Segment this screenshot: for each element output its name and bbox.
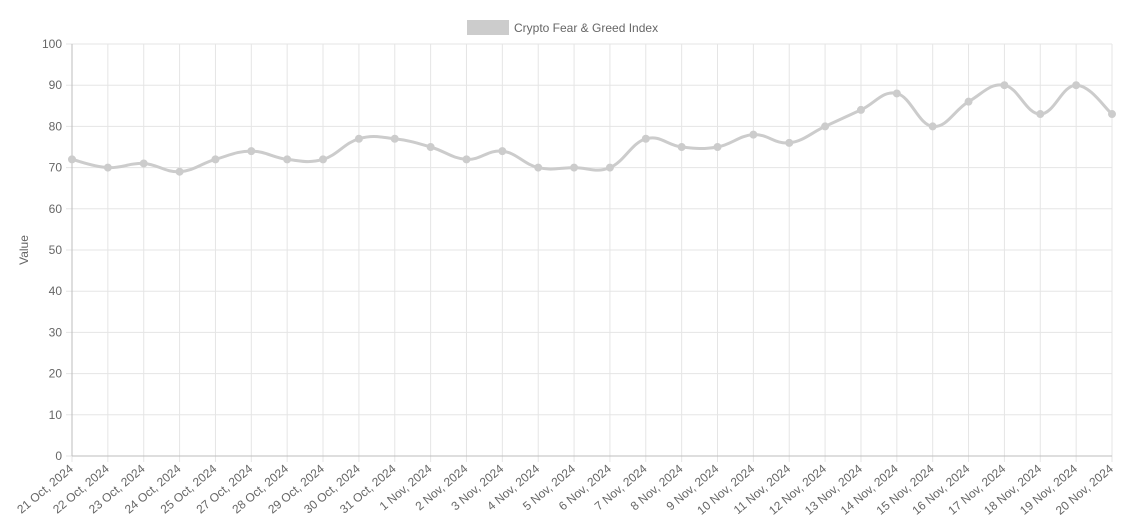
y-tick-label: 30 (49, 325, 63, 339)
data-point[interactable] (1072, 81, 1081, 90)
legend-swatch[interactable] (467, 20, 509, 35)
y-tick-label: 60 (49, 202, 63, 216)
data-point[interactable] (605, 163, 614, 172)
data-points (68, 81, 1116, 176)
axes (71, 44, 1112, 457)
y-tick-label: 10 (49, 408, 63, 422)
data-point[interactable] (103, 163, 112, 172)
data-point[interactable] (390, 134, 399, 143)
series-line (70, 83, 1114, 174)
legend[interactable]: Crypto Fear & Greed Index (467, 20, 658, 35)
data-point[interactable] (247, 147, 256, 156)
data-point[interactable] (68, 155, 76, 164)
data-point[interactable] (498, 147, 507, 156)
data-point[interactable] (641, 134, 650, 143)
data-point[interactable] (426, 143, 435, 151)
data-point[interactable] (175, 167, 184, 176)
legend-label[interactable]: Crypto Fear & Greed Index (514, 21, 658, 35)
data-point[interactable] (856, 105, 865, 114)
y-tick-label: 90 (49, 78, 63, 92)
data-point[interactable] (892, 89, 901, 98)
y-tick-label: 20 (49, 367, 63, 381)
data-point[interactable] (283, 155, 292, 164)
data-point[interactable] (1108, 110, 1116, 119)
data-point[interactable] (1036, 110, 1045, 119)
data-point[interactable] (928, 122, 937, 131)
data-point[interactable] (964, 97, 973, 106)
data-point[interactable] (354, 134, 363, 143)
y-tick-label: 0 (55, 449, 62, 463)
y-tick-label: 100 (42, 37, 62, 51)
data-point[interactable] (785, 138, 794, 147)
y-tick-label: 80 (49, 119, 63, 133)
data-point[interactable] (749, 130, 758, 139)
y-tick-label: 40 (49, 284, 63, 298)
y-tick-label: 50 (49, 243, 63, 257)
grid (66, 43, 1113, 462)
data-point[interactable] (677, 143, 686, 151)
y-axis-title: Value (17, 235, 31, 265)
data-point[interactable] (570, 163, 579, 172)
data-point[interactable] (534, 163, 543, 172)
data-point[interactable] (1000, 81, 1009, 90)
data-point[interactable] (462, 155, 471, 164)
data-point[interactable] (319, 155, 328, 164)
data-point[interactable] (211, 155, 220, 164)
data-point[interactable] (713, 143, 722, 151)
y-tick-label: 70 (49, 161, 63, 175)
y-tick-labels: 0 10 20 30 40 50 60 70 80 90 100 (42, 37, 62, 463)
data-point[interactable] (139, 159, 148, 168)
data-point[interactable] (821, 122, 830, 131)
